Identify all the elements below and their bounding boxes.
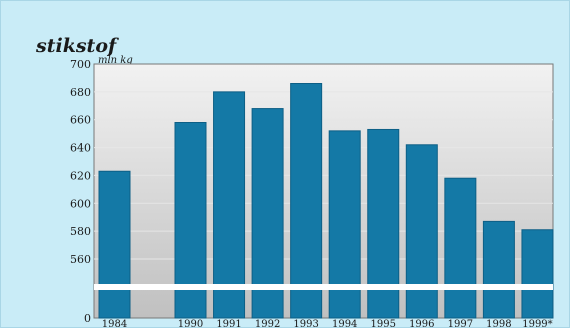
y-tick-label: 560 — [70, 253, 91, 266]
y-tick-label: 700 — [70, 58, 91, 71]
x-tick-label: 1999* — [522, 319, 552, 329]
bar-1997 — [444, 177, 477, 319]
bar-1991 — [213, 91, 246, 319]
x-tick-label: 1991 — [216, 319, 241, 329]
x-tick-label: 1984 — [102, 319, 127, 329]
x-axis-ticks: 1984 1990 1991 1992 1993 1994 1995 1996 1997 1998… — [102, 319, 553, 329]
chart-title: stikstof — [35, 35, 119, 57]
x-tick-label: 1996 — [409, 319, 434, 329]
y-tick-label: 680 — [70, 86, 91, 99]
x-tick-label: 1993 — [293, 319, 318, 329]
unit-label: mln kg — [98, 55, 133, 66]
x-tick-label: 1990 — [178, 319, 203, 329]
y-tick-label: 620 — [70, 169, 91, 182]
x-tick-label: 1994 — [332, 319, 357, 329]
y-tick-label: 0 — [84, 312, 91, 325]
gridlines — [94, 91, 553, 260]
x-tick-label: 1992 — [255, 319, 280, 329]
bar-1999 — [521, 229, 554, 319]
axis-break-band — [94, 284, 553, 290]
y-tick-label: 600 — [70, 197, 91, 210]
plot-area — [93, 63, 554, 319]
y-tick-label: 660 — [70, 114, 91, 127]
y-tick-label: 640 — [70, 142, 91, 155]
bar-1992 — [251, 108, 284, 319]
bar-1998 — [482, 220, 515, 319]
x-tick-label: 1995 — [371, 319, 396, 329]
y-tick-label: 580 — [70, 225, 91, 238]
bar-1984 — [98, 170, 131, 319]
x-tick-label: 1997 — [448, 319, 473, 329]
x-tick-label: 1998 — [486, 319, 511, 329]
bar-1996 — [405, 144, 438, 319]
bar-1993 — [290, 83, 323, 319]
y-axis-ticks: 0 560 580 600 620 640 660 680 700 — [70, 58, 91, 325]
